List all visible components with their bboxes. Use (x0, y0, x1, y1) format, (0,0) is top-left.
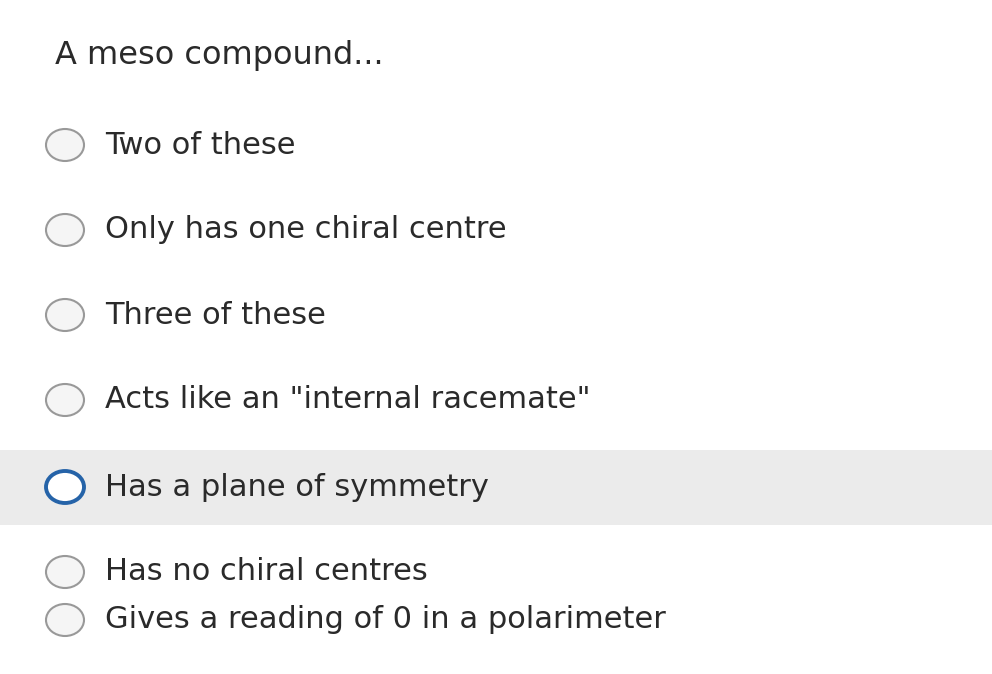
Text: Gives a reading of 0 in a polarimeter: Gives a reading of 0 in a polarimeter (105, 605, 666, 634)
Text: Acts like an "internal racemate": Acts like an "internal racemate" (105, 386, 590, 415)
Ellipse shape (46, 384, 84, 416)
Ellipse shape (46, 556, 84, 588)
Ellipse shape (46, 214, 84, 246)
Text: Two of these: Two of these (105, 131, 296, 160)
Ellipse shape (46, 471, 84, 503)
Ellipse shape (46, 604, 84, 636)
FancyBboxPatch shape (0, 450, 992, 524)
Ellipse shape (46, 129, 84, 161)
Text: Three of these: Three of these (105, 301, 326, 330)
Text: Only has one chiral centre: Only has one chiral centre (105, 216, 507, 245)
Text: Has a plane of symmetry: Has a plane of symmetry (105, 472, 489, 501)
Text: A meso compound...: A meso compound... (55, 40, 384, 71)
Text: Has no chiral centres: Has no chiral centres (105, 557, 428, 586)
Ellipse shape (46, 299, 84, 331)
